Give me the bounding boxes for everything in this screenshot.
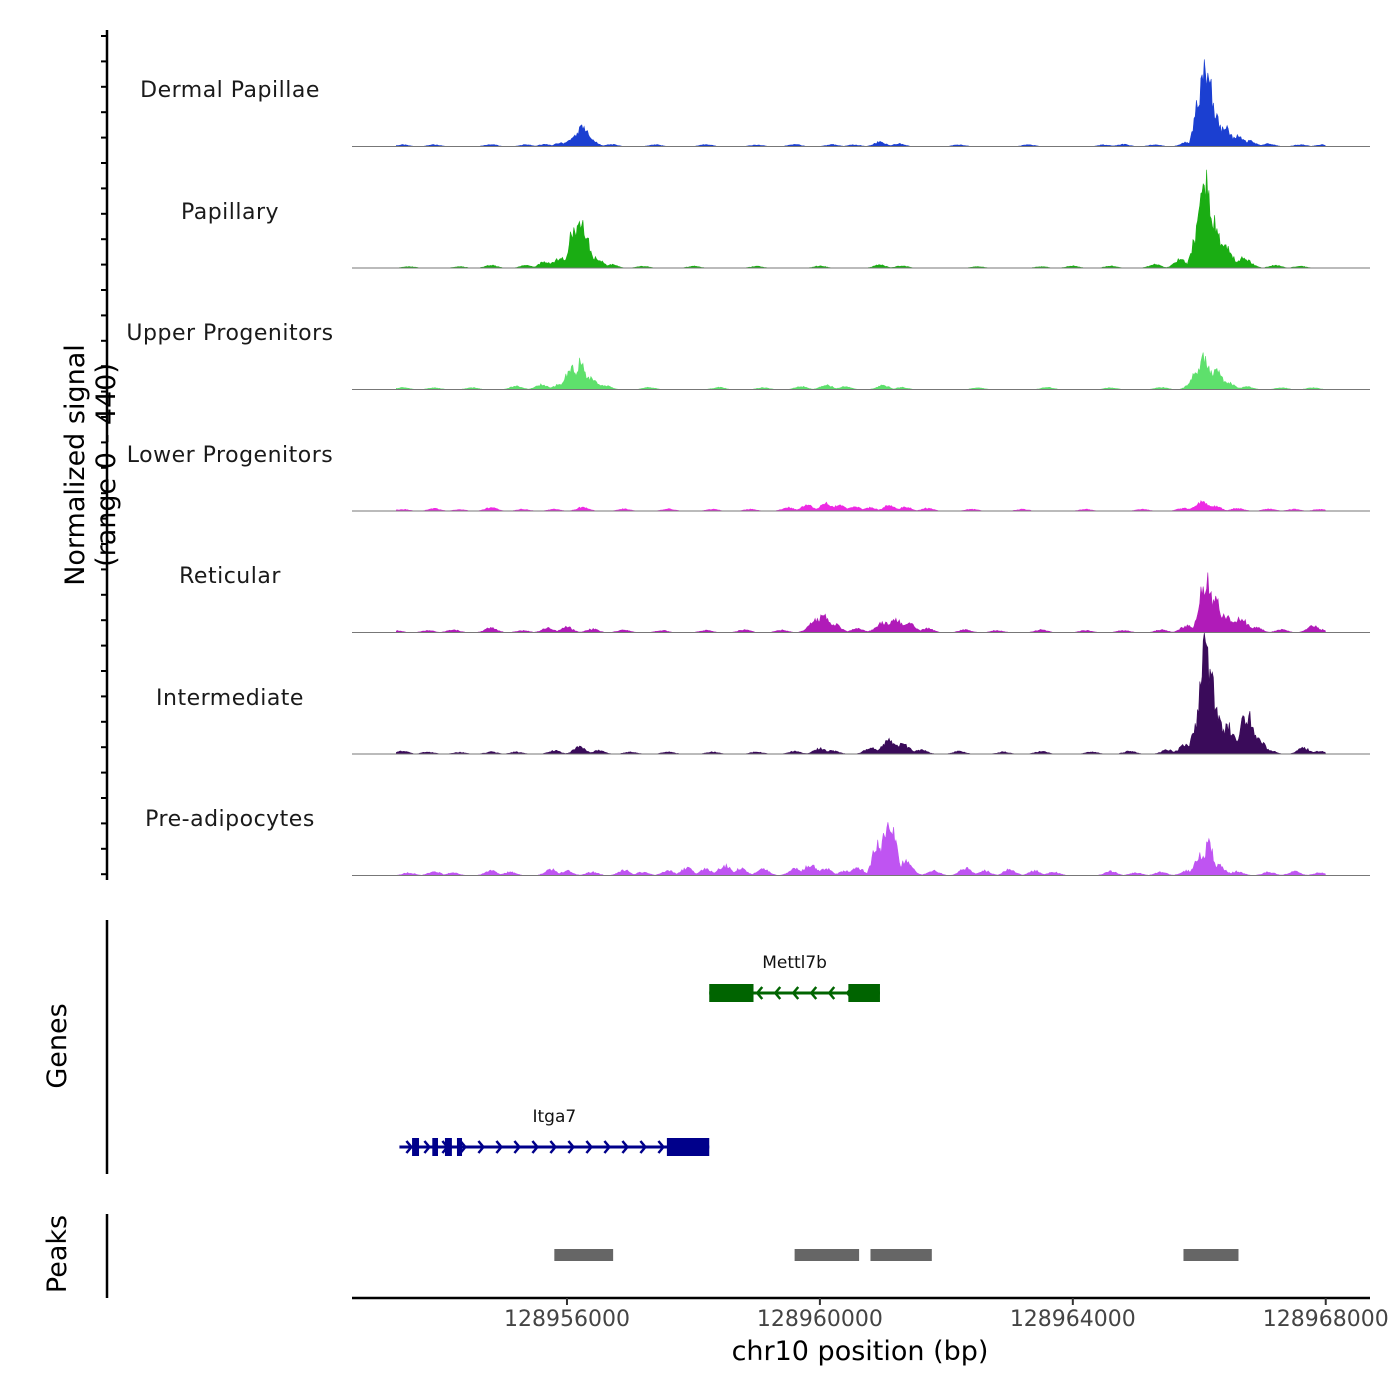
peaks-axis-title: Peaks <box>42 1214 73 1294</box>
strand-arrow <box>423 1140 432 1154</box>
track-reticular <box>352 572 1370 633</box>
strand-arrow <box>477 1140 486 1154</box>
track-dermal-papillae <box>352 59 1370 147</box>
gene-exon <box>432 1138 438 1156</box>
peak-region <box>1183 1249 1239 1261</box>
x-axis-title: chr10 position (bp) <box>731 1336 989 1367</box>
track-label: Lower Progenitors <box>126 442 334 468</box>
strand-arrow <box>567 1140 576 1154</box>
gene-label: Itga7 <box>532 1107 577 1127</box>
peak-region <box>870 1249 932 1261</box>
track-label: Dermal Papillae <box>140 78 320 103</box>
strand-arrow <box>621 1140 630 1154</box>
genes-layer <box>399 984 880 1156</box>
coverage-area <box>396 169 1326 269</box>
x-tick-label: 128964000 <box>1009 1307 1136 1332</box>
gene-mettl7b <box>709 984 880 1002</box>
strand-arrow <box>755 986 764 1000</box>
strand-arrow <box>549 1140 558 1154</box>
coverage-area <box>396 822 1327 876</box>
strand-arrow <box>459 1140 468 1154</box>
gene-exon <box>848 984 880 1002</box>
track-label: Reticular <box>179 564 281 589</box>
coverage-tracks <box>352 59 1370 876</box>
strand-arrow <box>639 1140 648 1154</box>
strand-arrow <box>791 986 800 1000</box>
strand-arrow <box>773 986 782 1000</box>
track-upper-progenitors <box>352 352 1370 390</box>
strand-arrow <box>827 986 836 1000</box>
genes-axis-title: Genes <box>42 1003 73 1089</box>
track-intermediate <box>352 632 1370 755</box>
x-tick-label: 128960000 <box>756 1307 883 1332</box>
coverage-y-axis-title: Normalized signal (range 0 - 440) <box>60 315 122 615</box>
track-label: Papillary <box>180 199 280 225</box>
gene-itga7 <box>399 1138 710 1156</box>
strand-arrow <box>585 1140 594 1154</box>
y-axis-title-line1: Normalized signal <box>60 344 91 586</box>
strand-arrow <box>405 1140 414 1154</box>
track-pre-adipocytes <box>352 822 1370 876</box>
track-label: Intermediate <box>156 685 304 711</box>
peaks-layer <box>554 1249 1239 1261</box>
strand-arrow <box>657 1140 666 1154</box>
track-label: Upper Progenitors <box>126 321 334 346</box>
coverage-area <box>396 572 1327 633</box>
x-tick-label: 128956000 <box>503 1307 630 1332</box>
strand-arrow <box>531 1140 540 1154</box>
strand-arrow <box>809 986 818 1000</box>
coverage-area <box>396 632 1327 755</box>
x-axis-ticks <box>565 1298 1327 1305</box>
gene-exon <box>666 1138 710 1156</box>
peak-region <box>794 1249 860 1261</box>
y-axis-title-line2: (range 0 - 440) <box>91 363 122 567</box>
coverage-area <box>396 59 1327 147</box>
gene-exon <box>412 1138 420 1156</box>
gene-label: Mettl7b <box>762 953 827 973</box>
track-papillary <box>352 169 1370 269</box>
strand-arrow <box>603 1140 612 1154</box>
strand-arrow <box>513 1140 522 1154</box>
gene-exon <box>456 1138 463 1156</box>
gene-exon <box>444 1138 452 1156</box>
track-label: Pre-adipocytes <box>145 807 315 832</box>
coverage-area <box>396 500 1327 512</box>
track-lower-progenitors <box>352 500 1370 512</box>
strand-arrow <box>495 1140 504 1154</box>
coverage-area <box>396 352 1326 390</box>
gene-exon <box>709 984 754 1002</box>
x-tick-label: 128968000 <box>1262 1307 1389 1332</box>
coverage-y-ticks <box>101 35 107 876</box>
peak-region <box>554 1249 614 1261</box>
